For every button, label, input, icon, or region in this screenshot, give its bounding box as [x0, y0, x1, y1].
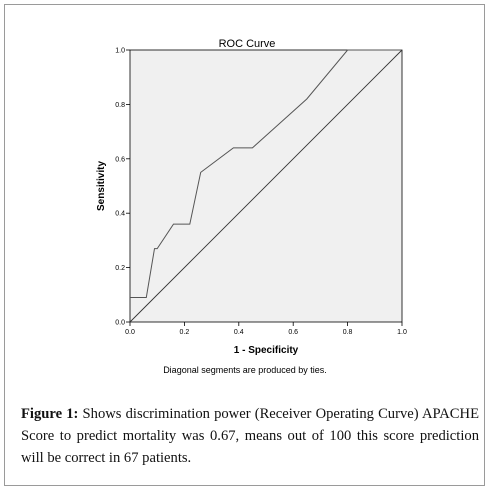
y-tick-label: 0.8	[115, 102, 125, 109]
figure-frame: ROC Curve 1 - Specificity Sensitivity Di…	[4, 4, 485, 486]
x-axis-ticks: 0.0 0.2 0.4 0.6 0.8 1.0	[125, 322, 407, 336]
caption-label: Figure 1:	[21, 406, 79, 422]
chart-note: Diagonal segments are produced by ties.	[163, 365, 327, 375]
series-layer	[129, 49, 403, 323]
roc-curve-line	[130, 49, 402, 298]
x-tick-label: 1.0	[397, 329, 407, 336]
chart-title: ROC Curve	[219, 38, 276, 50]
x-tick-label: 0.6	[288, 329, 298, 336]
caption-text: Shows discrimination power (Receiver Ope…	[21, 406, 479, 466]
figure-caption: Figure 1: Shows discrimination power (Re…	[21, 403, 479, 469]
y-tick-label: 1.0	[115, 48, 125, 55]
y-tick-label: 0.0	[115, 320, 125, 327]
x-tick-label: 0.2	[180, 329, 190, 336]
y-axis-label: Sensitivity	[96, 161, 107, 211]
roc-chart: ROC Curve 1 - Specificity Sensitivity Di…	[96, 38, 407, 375]
y-tick-label: 0.2	[115, 265, 125, 272]
x-tick-label: 0.4	[234, 329, 244, 336]
x-tick-label: 0.0	[125, 329, 135, 336]
x-axis-label: 1 - Specificity	[234, 345, 299, 356]
x-tick-label: 0.8	[343, 329, 353, 336]
reference-diagonal-line	[129, 49, 403, 323]
y-axis-ticks: 0.0 0.2 0.4 0.6 0.8 1.0	[115, 48, 130, 327]
y-tick-label: 0.6	[115, 156, 125, 163]
y-tick-label: 0.4	[115, 211, 125, 218]
